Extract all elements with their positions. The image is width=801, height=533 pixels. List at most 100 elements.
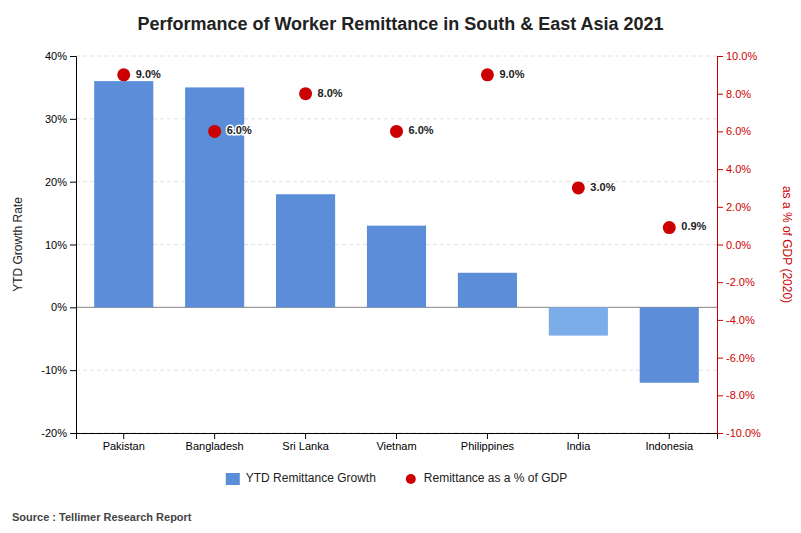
tick: -6.0%: [717, 352, 755, 364]
tick-mark: [717, 358, 723, 359]
chart-title: Performance of Worker Remittance in Sout…: [137, 14, 663, 34]
tick-label: -20%: [41, 427, 67, 439]
tick-mark: [70, 245, 76, 246]
tick: Indonesia: [645, 433, 694, 452]
tick-mark: [717, 395, 723, 396]
bar: [640, 307, 699, 382]
tick: 40%: [45, 50, 76, 62]
legend-swatch: [406, 474, 416, 484]
tick-mark: [717, 56, 723, 57]
tick: -10.0%: [717, 427, 761, 439]
tick: Vietnam: [376, 433, 416, 452]
tick-mark: [70, 307, 76, 308]
grid: [76, 56, 717, 433]
data-label: 9.0%: [136, 68, 161, 80]
tick: Pakistan: [103, 433, 145, 452]
tick: 30%: [45, 113, 76, 125]
tick: 20%: [45, 176, 76, 188]
legend-swatch: [226, 473, 240, 485]
grid-line: [76, 370, 717, 371]
tick-mark: [717, 282, 723, 283]
tick-label: 30%: [45, 113, 67, 125]
data-label: 6.0%: [409, 124, 434, 136]
tick-mark: [717, 131, 723, 132]
tick-label: 6.0%: [726, 125, 751, 137]
y-axis: -20%-10%0%10%20%30%40%: [41, 50, 76, 439]
legend: YTD Remittance Growth Remittance as a % o…: [226, 471, 567, 485]
bar: [458, 273, 517, 308]
axis-line: [77, 434, 718, 440]
grid-line: [76, 181, 717, 182]
tick-label: 10.0%: [726, 50, 757, 62]
tick-mark: [70, 433, 76, 434]
tick: 2.0%: [717, 201, 751, 213]
x-axis: Pakistan Bangladesh Sri Lanka Vietnam Philip…: [77, 433, 718, 452]
data-label: 0.9%: [681, 220, 706, 232]
tick-label: Bangladesh: [186, 440, 244, 452]
tick-mark: [123, 433, 124, 439]
tick-mark: [396, 433, 397, 439]
grid-line: [76, 118, 717, 119]
tick-mark: [70, 370, 76, 371]
tick-mark: [70, 119, 76, 120]
bar: [276, 194, 335, 307]
tick-label: 0%: [51, 301, 67, 313]
tick-label: 4.0%: [726, 163, 751, 175]
tick-mark: [487, 433, 488, 439]
tick-mark: [717, 245, 723, 246]
tick-label: 10%: [45, 239, 67, 251]
plot-marks: [76, 68, 717, 382]
tick-label: 20%: [45, 176, 67, 188]
tick: 0%: [51, 301, 76, 313]
tick: -8.0%: [717, 389, 755, 401]
dot: [572, 181, 585, 194]
y2-axis: -10.0% -8.0% -6.0% -4.0% -2.0% 0.0% 2.0% 4.0% 6.…: [717, 50, 761, 439]
tick-label: -10.0%: [726, 427, 761, 439]
tick: 10%: [45, 239, 76, 251]
dot: [299, 87, 312, 100]
chart-container: Performance of Worker Remittance in Sout…: [0, 0, 801, 533]
axis-line: [70, 57, 77, 434]
annotation: Source : Tellimer Research Report: [12, 511, 192, 523]
tick-label: Pakistan: [103, 440, 145, 452]
data-label: 9.0%: [499, 68, 524, 80]
legend-item: YTD Remittance Growth: [226, 471, 376, 485]
legend-label: YTD Remittance Growth: [246, 471, 376, 485]
tick-mark: [669, 433, 670, 439]
tick: 10.0%: [717, 50, 757, 62]
tick: 4.0%: [717, 163, 751, 175]
tick-label: Vietnam: [376, 440, 416, 452]
tick: -20%: [41, 427, 76, 439]
tick: 0.0%: [717, 239, 751, 251]
y-axis-title: YTD Growth Rate: [11, 197, 25, 292]
tick-label: 2.0%: [726, 201, 751, 213]
tick: 6.0%: [717, 125, 751, 137]
data-label: 6.0%: [227, 124, 252, 136]
bar: [94, 81, 153, 307]
tick: 8.0%: [717, 88, 751, 100]
tick-label: 8.0%: [726, 88, 751, 100]
tick-mark: [70, 182, 76, 183]
tick: -2.0%: [717, 276, 755, 288]
legend-item: Remittance as a % of GDP: [406, 471, 567, 485]
bar: [185, 87, 244, 307]
tick-label: 0.0%: [726, 239, 751, 251]
tick: Philippines: [461, 433, 515, 452]
tick-mark: [717, 433, 723, 434]
tick-mark: [214, 433, 215, 439]
tick-label: -4.0%: [726, 314, 755, 326]
tick: -4.0%: [717, 314, 755, 326]
tick-label: Indonesia: [645, 440, 694, 452]
tick-mark: [578, 433, 579, 439]
bar: [549, 307, 608, 335]
tick-label: -6.0%: [726, 352, 755, 364]
tick-mark: [717, 169, 723, 170]
dot: [481, 68, 494, 81]
tick-label: Sri Lanka: [282, 440, 329, 452]
data-label: 8.0%: [318, 87, 343, 99]
tick-mark: [305, 433, 306, 439]
tick-label: -2.0%: [726, 276, 755, 288]
dot: [117, 68, 130, 81]
data-labels: 9.0%6.0%8.0%6.0%9.0%3.0%0.9%: [136, 68, 707, 233]
tick: India: [566, 433, 591, 452]
